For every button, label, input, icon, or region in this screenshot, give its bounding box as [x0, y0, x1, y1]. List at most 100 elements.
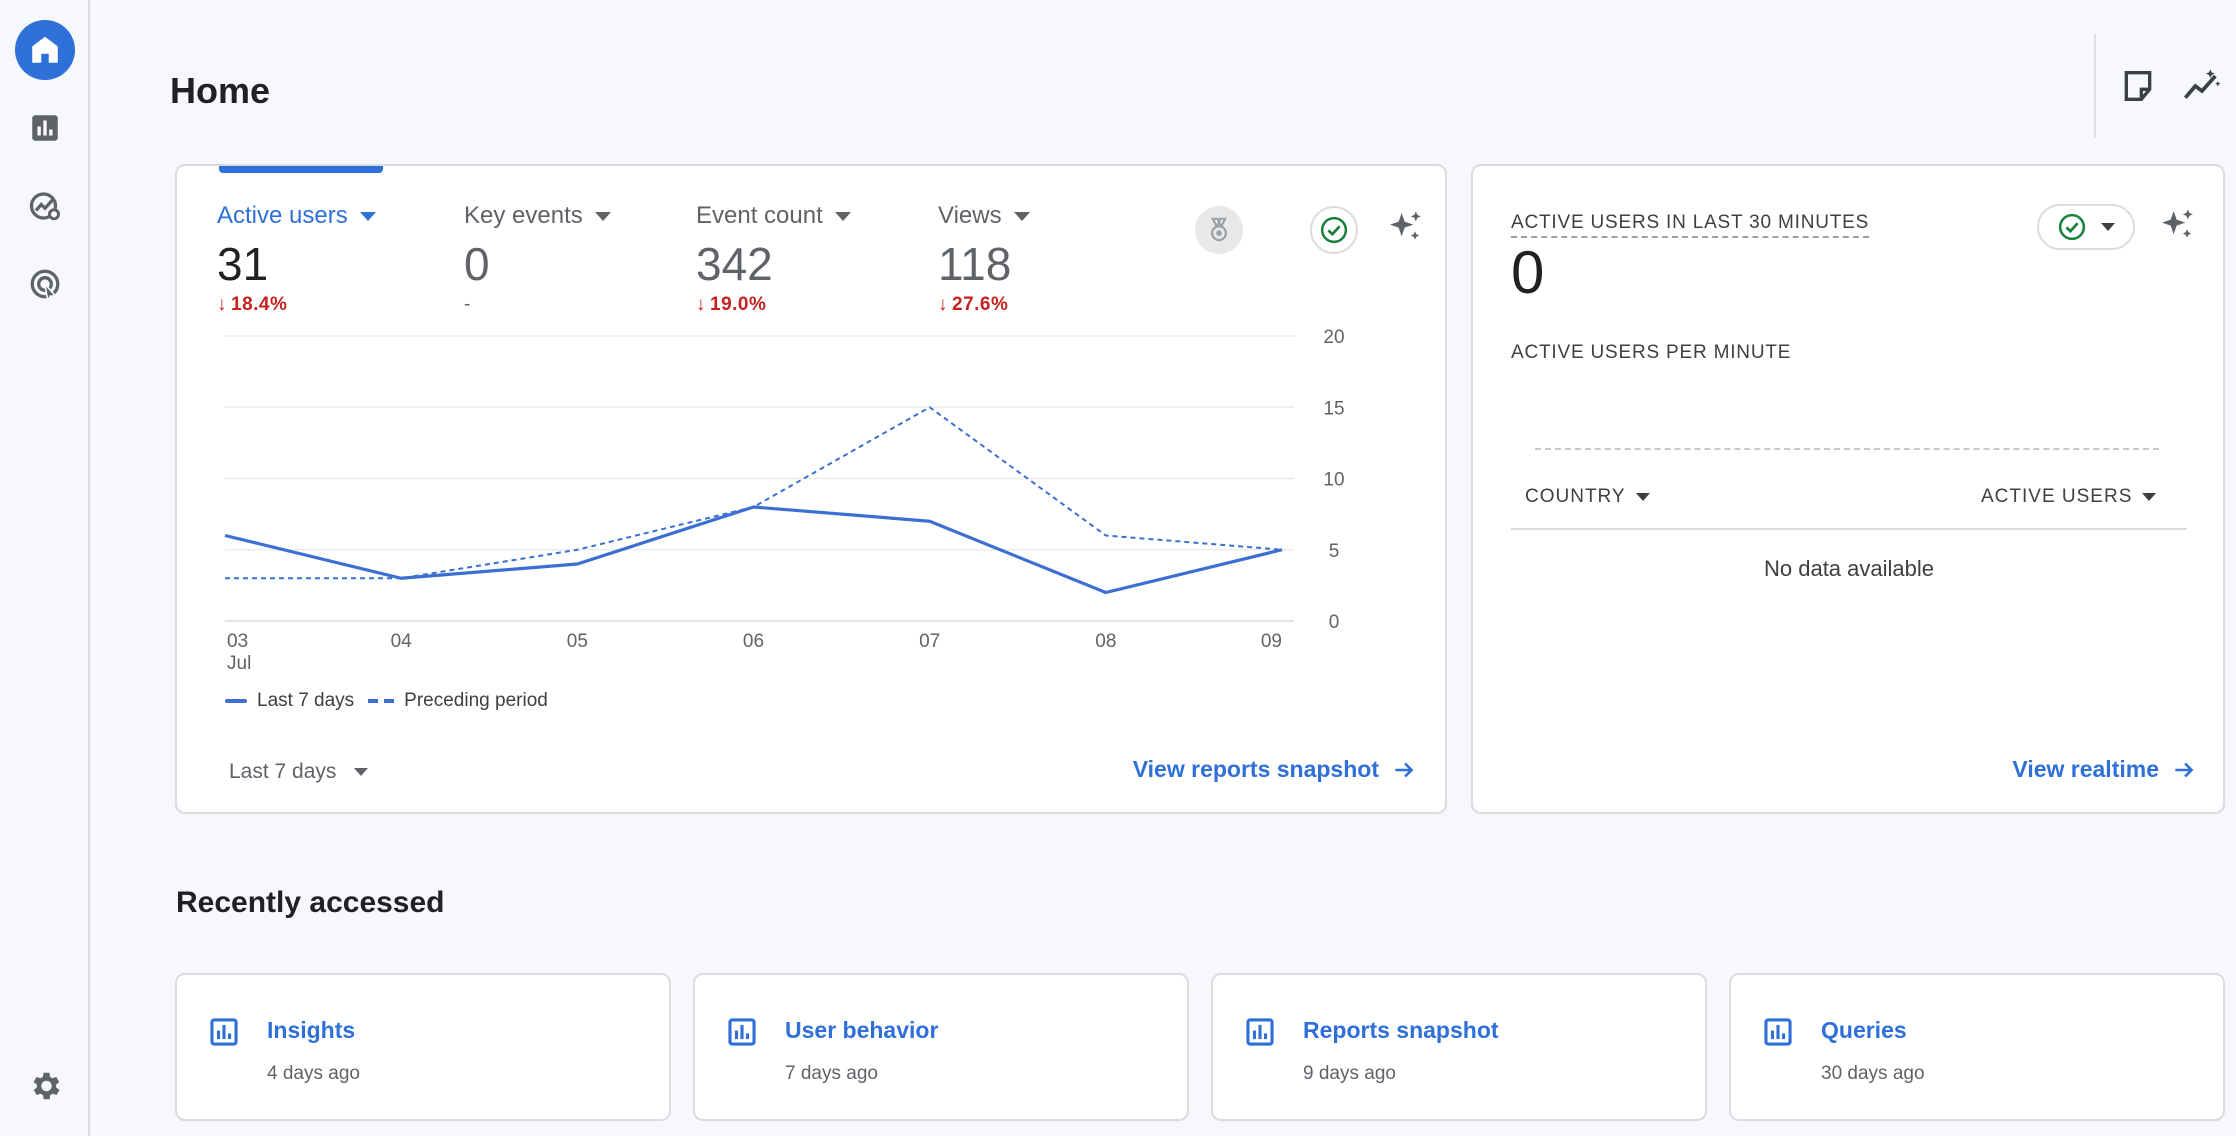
- check-circle-icon: [1320, 216, 1348, 244]
- caret-down-icon: [834, 211, 851, 221]
- insights-icon: [2183, 69, 2221, 99]
- recent-item-time: 7 days ago: [785, 1063, 878, 1084]
- advertising-icon: [30, 269, 60, 302]
- home-icon: [32, 36, 58, 63]
- caret-down-icon: [1635, 493, 1650, 501]
- link-label: View reports snapshot: [1132, 756, 1379, 782]
- caret-down-icon: [1013, 211, 1030, 221]
- recent-item-reports-snapshot[interactable]: Reports snapshot 9 days ago: [1211, 973, 1707, 1121]
- recent-item-time: 4 days ago: [267, 1063, 360, 1084]
- data-quality-button[interactable]: [1310, 206, 1358, 254]
- metric-value: 0: [464, 238, 490, 290]
- active-users-column-header[interactable]: ACTIVE USERS: [1981, 486, 2157, 508]
- recent-item-user-behavior[interactable]: User behavior 7 days ago: [693, 973, 1189, 1121]
- bar-chart-icon: [728, 1018, 756, 1046]
- date-range-select[interactable]: Last 7 days: [229, 760, 369, 784]
- page-title: Home: [170, 70, 271, 111]
- legend-label: Preceding period: [404, 690, 548, 711]
- metric-value: 31: [217, 238, 269, 290]
- y-tick-label: 20: [1323, 327, 1344, 348]
- metric-tab-key-events[interactable]: Key events 0 -: [464, 202, 611, 316]
- arrow-right-icon: [2175, 762, 2194, 777]
- date-range-label: Last 7 days: [229, 760, 337, 783]
- x-tick-label: 07: [919, 631, 940, 652]
- x-tick-label: 03: [227, 631, 248, 652]
- realtime-title[interactable]: ACTIVE USERS IN LAST 30 MINUTES: [1511, 212, 1870, 238]
- caret-down-icon: [594, 211, 611, 221]
- link-label: View realtime: [2012, 756, 2159, 782]
- notes-icon: [2124, 71, 2152, 101]
- arrow-down-icon: ↓: [217, 294, 227, 316]
- view-realtime-link[interactable]: View realtime: [2012, 756, 2197, 783]
- x-tick-label: 04: [391, 631, 413, 652]
- caret-down-icon: [2142, 493, 2157, 501]
- explore-nav-button[interactable]: [15, 176, 75, 236]
- metric-label: Active users: [217, 202, 348, 229]
- notes-button[interactable]: [2118, 66, 2158, 106]
- table-divider: [1511, 528, 2187, 530]
- metric-tab-views[interactable]: Views 118 ↓ 27.6%: [938, 202, 1030, 316]
- y-tick-label: 15: [1323, 398, 1344, 419]
- reports-nav-button[interactable]: [15, 98, 75, 158]
- recent-item-title: User behavior: [785, 1017, 939, 1043]
- bar-chart-icon: [1764, 1018, 1792, 1046]
- caret-down-icon: [2101, 223, 2115, 231]
- metric-label: Key events: [464, 202, 583, 229]
- metric-change: 27.6%: [952, 294, 1009, 316]
- metric-change: -: [464, 294, 471, 316]
- x-tick-label: 05: [567, 631, 588, 652]
- legend-swatch-dashed: [368, 699, 395, 703]
- x-tick-label: 09: [1261, 631, 1282, 652]
- arrow-down-icon: ↓: [938, 294, 948, 316]
- realtime-ai-button[interactable]: [2153, 202, 2201, 250]
- legend-swatch-solid: [225, 699, 247, 703]
- realtime-quality-dropdown[interactable]: [2037, 204, 2135, 250]
- advertising-nav-button[interactable]: [15, 254, 75, 314]
- realtime-subtitle: ACTIVE USERS PER MINUTE: [1511, 342, 1792, 363]
- x-tick-label: 08: [1095, 631, 1116, 652]
- explore-icon: [29, 192, 60, 221]
- arrow-down-icon: ↓: [696, 294, 706, 316]
- insights-button[interactable]: [2182, 66, 2222, 106]
- view-reports-snapshot-link[interactable]: View reports snapshot: [1133, 756, 1417, 783]
- metric-value: 118: [938, 238, 1012, 290]
- overview-card: Active users 31 ↓ 18.4% Key events 0 - Ev…: [175, 164, 1447, 814]
- arrow-right-icon: [1395, 762, 1414, 777]
- y-tick-label: 5: [1329, 541, 1340, 562]
- ai-insights-button[interactable]: [1381, 204, 1429, 252]
- recent-item-title: Insights: [267, 1017, 356, 1043]
- legend-label: Last 7 days: [257, 690, 355, 711]
- series-line-current: [224, 505, 1283, 595]
- per-minute-baseline: [1535, 448, 2159, 450]
- metric-tab-event-count[interactable]: Event count 342 ↓ 19.0%: [696, 202, 851, 316]
- active-tab-indicator: [219, 166, 383, 173]
- metric-tab-active-users[interactable]: Active users 31 ↓ 18.4%: [217, 202, 376, 316]
- recent-item-time: 30 days ago: [1821, 1063, 1925, 1084]
- recent-item-title: Queries: [1821, 1017, 1907, 1043]
- chart-legend: Last 7 days Preceding period: [225, 690, 548, 712]
- settings-nav-button[interactable]: [15, 1056, 75, 1116]
- no-data-message: No data available: [1763, 556, 1934, 581]
- toolbar-divider: [2094, 34, 2096, 138]
- caret-down-icon: [359, 211, 376, 221]
- benchmark-button[interactable]: [1195, 206, 1243, 254]
- metric-label: Event count: [696, 202, 823, 229]
- country-column-header[interactable]: COUNTRY: [1525, 486, 1650, 508]
- check-circle-icon: [2058, 213, 2086, 241]
- realtime-card: ACTIVE USERS IN LAST 30 MINUTES 0 ACTIVE…: [1471, 164, 2225, 814]
- x-tick-sublabel: Jul: [227, 653, 251, 674]
- sparkle-icon: [2162, 209, 2193, 238]
- recent-item-queries[interactable]: Queries 30 days ago: [1729, 973, 2225, 1121]
- medal-icon: [1211, 217, 1227, 242]
- recently-accessed-title: Recently accessed: [176, 886, 445, 919]
- gear-icon: [33, 1072, 60, 1100]
- recent-item-time: 9 days ago: [1303, 1063, 1396, 1084]
- x-tick-label: 06: [743, 631, 764, 652]
- column-label: COUNTRY: [1525, 486, 1626, 507]
- metric-change: 18.4%: [231, 294, 288, 316]
- recent-item-insights[interactable]: Insights 4 days ago: [175, 973, 671, 1121]
- home-nav-button[interactable]: [15, 20, 75, 80]
- y-tick-label: 0: [1329, 612, 1340, 633]
- metric-label: Views: [938, 202, 1002, 229]
